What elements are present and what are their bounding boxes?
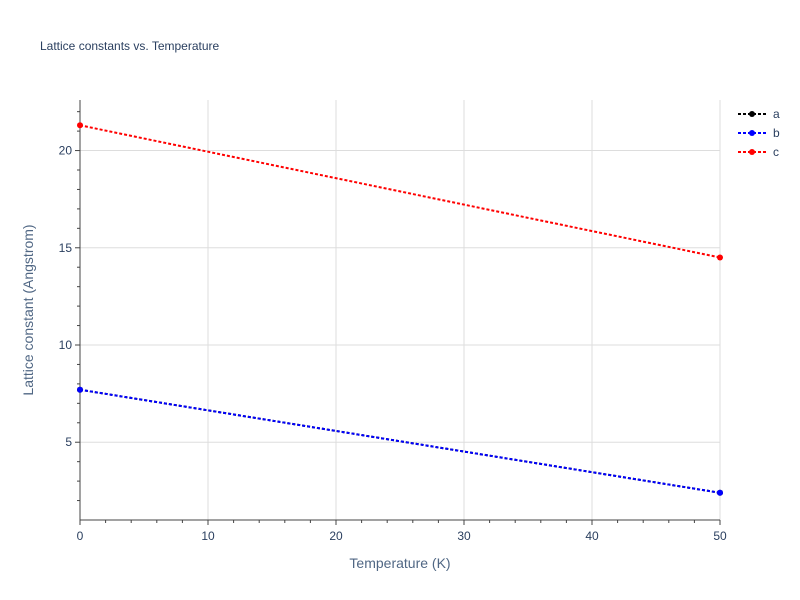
x-tick-label: 10 xyxy=(201,529,215,543)
axes xyxy=(75,100,721,525)
data-point-c xyxy=(77,122,83,129)
x-tick-label: 30 xyxy=(457,529,471,543)
legend-label-b: b xyxy=(773,126,780,140)
series-b xyxy=(77,386,723,496)
tick-labels: 0 10 20 30 40 50 5 10 15 20 xyxy=(59,144,727,543)
series-layer xyxy=(77,122,723,496)
chart-title: Lattice constants vs. Temperature xyxy=(40,39,220,53)
x-axis-title: Temperature (K) xyxy=(349,555,450,571)
legend-marker-a xyxy=(749,111,755,117)
y-tick-label: 20 xyxy=(59,144,73,158)
series-line-c xyxy=(79,124,721,259)
legend-item-c[interactable]: c xyxy=(738,145,779,159)
x-tick-label: 20 xyxy=(329,529,343,543)
data-point-b xyxy=(77,386,83,393)
legend-item-b[interactable]: b xyxy=(738,126,780,140)
legend-label-a: a xyxy=(773,107,780,121)
y-tick-label: 15 xyxy=(59,241,73,255)
x-tick-label: 0 xyxy=(77,529,84,543)
y-tick-label: 10 xyxy=(59,338,73,352)
series-line-b xyxy=(79,388,721,494)
legend-label-c: c xyxy=(773,145,779,159)
y-axis-title: Lattice constant (Angstrom) xyxy=(20,224,36,395)
legend-item-a[interactable]: a xyxy=(738,107,780,121)
series-a xyxy=(77,386,723,496)
y-tick-label: 5 xyxy=(65,435,72,449)
series-c xyxy=(77,122,723,261)
legend-marker-c xyxy=(749,149,755,155)
x-tick-label: 50 xyxy=(713,529,727,543)
legend[interactable]: abc xyxy=(738,107,780,159)
legend-marker-b xyxy=(749,130,755,136)
x-tick-label: 40 xyxy=(585,529,599,543)
data-point-c xyxy=(717,254,723,261)
data-point-b xyxy=(717,489,723,496)
gridlines xyxy=(80,100,721,520)
